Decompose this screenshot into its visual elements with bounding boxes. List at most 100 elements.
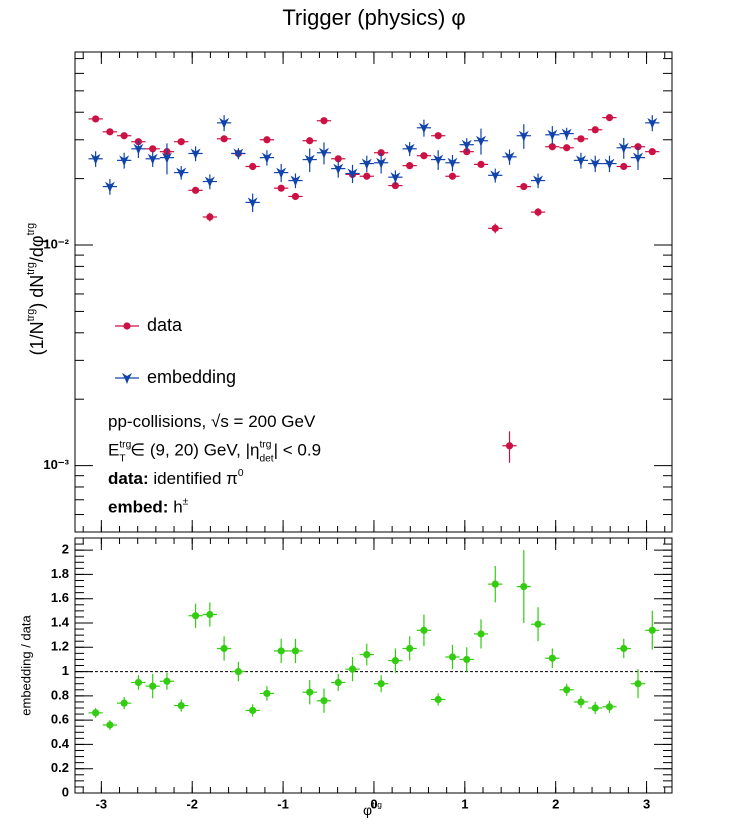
y-tick-label: 0 [62,784,69,799]
marker [391,657,399,665]
marker [418,122,429,134]
marker [120,699,128,707]
marker [220,644,228,653]
annotation: data: identified π0​ [108,468,244,489]
marker [377,680,385,688]
marker [376,157,387,169]
marker [263,136,271,144]
marker [520,582,528,591]
marker [533,175,544,187]
marker [548,143,556,151]
marker [334,678,342,687]
marker [119,155,130,167]
marker [219,117,230,129]
annotation: pp-collisions, √s = 200 GeV [108,412,316,431]
marker [177,701,185,710]
legend-label: embedding [147,367,236,387]
text-part: identified π [149,469,238,488]
marker [491,580,499,588]
marker [548,654,556,662]
marker [191,186,200,194]
marker [377,149,385,157]
marker [247,197,258,209]
marker [448,172,457,180]
annotation: embed: h±​ [108,496,189,517]
marker [447,157,458,169]
superscript: ± [183,496,189,507]
text-part: E [108,441,119,460]
marker [433,154,444,166]
y-tick-label: 2 [62,542,69,557]
superscript: trg [25,309,37,322]
marker [206,610,214,619]
marker [577,698,585,706]
marker [134,678,143,687]
y-axis-label: (1/Ntrg​) dNtrg​/dφtrg​ [25,223,47,356]
marker [220,135,228,143]
marker [92,709,100,717]
marker [106,721,114,729]
y-tick-label: 10⁻² [43,236,69,251]
text-part: | < 0.9 [274,441,321,460]
y-tick-label: 1.4 [51,614,70,629]
x-tick-label: 0 [370,796,377,811]
marker [604,158,615,170]
x-tick-label: -2 [186,796,198,811]
x-tick-label: -1 [277,796,289,811]
marker [633,152,644,164]
marker [191,612,200,620]
text-part: /dφ [27,235,47,262]
marker [249,162,257,171]
marker [306,688,314,696]
marker [304,154,315,166]
marker [518,130,529,142]
superscript: trg [25,262,37,275]
text-part: pp-collisions, √s = 200 GeV [108,412,316,431]
bold-part: data: [108,469,149,488]
marker [233,148,244,160]
marker [320,697,328,705]
superscript: trg [25,223,37,236]
marker [348,665,357,673]
marker [490,170,501,182]
y-tick-label: 1.2 [51,639,69,654]
marker [90,153,101,165]
marker [620,644,628,653]
marker [591,126,599,134]
marker [318,147,329,159]
marker [620,162,628,171]
marker [491,224,499,232]
marker [477,630,485,638]
marker [547,129,558,141]
chart-title: Trigger (physics) φ [282,5,465,30]
marker [133,143,144,155]
marker [104,181,115,193]
marker [475,135,486,147]
marker [618,142,629,154]
marker [561,128,572,140]
marker [648,148,656,156]
y-axis-label: embedding / data [18,615,33,716]
marker [276,167,287,179]
marker [147,153,158,165]
subscript: det [259,453,273,464]
x-axis-label: φtrg​ [363,800,382,818]
marker [190,148,201,160]
plot-frame [74,537,673,794]
marker [461,139,472,151]
marker [406,644,414,653]
bold-part: embed: [108,498,168,517]
marker [463,655,471,664]
marker [120,132,128,140]
marker [261,152,272,164]
marker [634,680,642,688]
marker [363,650,371,659]
x-tick-label: 3 [643,796,650,811]
y-tick-label: 1.8 [51,566,69,581]
superscript: trg [372,800,382,810]
marker [404,143,415,155]
marker [520,183,528,191]
marker [263,689,271,698]
y-tick-label: 0.2 [51,760,69,775]
